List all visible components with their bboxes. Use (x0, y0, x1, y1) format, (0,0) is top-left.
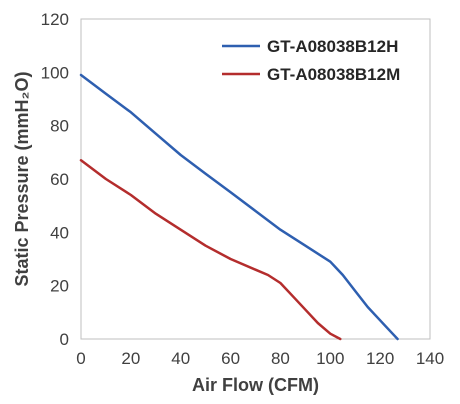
y-axis-ticks: 0 20 40 60 80 100 120 (41, 10, 69, 349)
y-tick-label: 80 (50, 117, 69, 136)
legend-label-1: GT-A08038B12H (267, 37, 398, 56)
plot-area (80, 18, 431, 340)
series-line-1 (79, 73, 399, 341)
x-tick-label: 100 (316, 349, 344, 368)
x-tick-label: 120 (366, 349, 394, 368)
x-tick-label: 80 (271, 349, 290, 368)
x-tick-label: 60 (221, 349, 240, 368)
x-tick-label: 20 (121, 349, 140, 368)
y-tick-label: 0 (60, 330, 69, 349)
plot-frame (80, 18, 431, 340)
y-tick-label: 100 (41, 63, 69, 82)
y-tick-label: 60 (50, 170, 69, 189)
y-tick-label: 40 (50, 223, 69, 242)
legend: GT-A08038B12H GT-A08038B12M (222, 37, 400, 84)
y-tick-label: 20 (50, 277, 69, 296)
x-tick-label: 0 (76, 349, 85, 368)
x-axis-title: Air Flow (CFM) (192, 375, 319, 395)
x-tick-label: 40 (171, 349, 190, 368)
legend-label-2: GT-A08038B12M (267, 65, 400, 84)
x-axis-ticks: 0 20 40 60 80 100 120 140 (76, 349, 444, 368)
x-tick-label: 140 (416, 349, 444, 368)
y-axis-title: Static Pressure (mmH₂O) (12, 71, 32, 286)
y-tick-label: 120 (41, 10, 69, 29)
series-line-2 (79, 159, 342, 341)
series-layer (79, 73, 399, 341)
